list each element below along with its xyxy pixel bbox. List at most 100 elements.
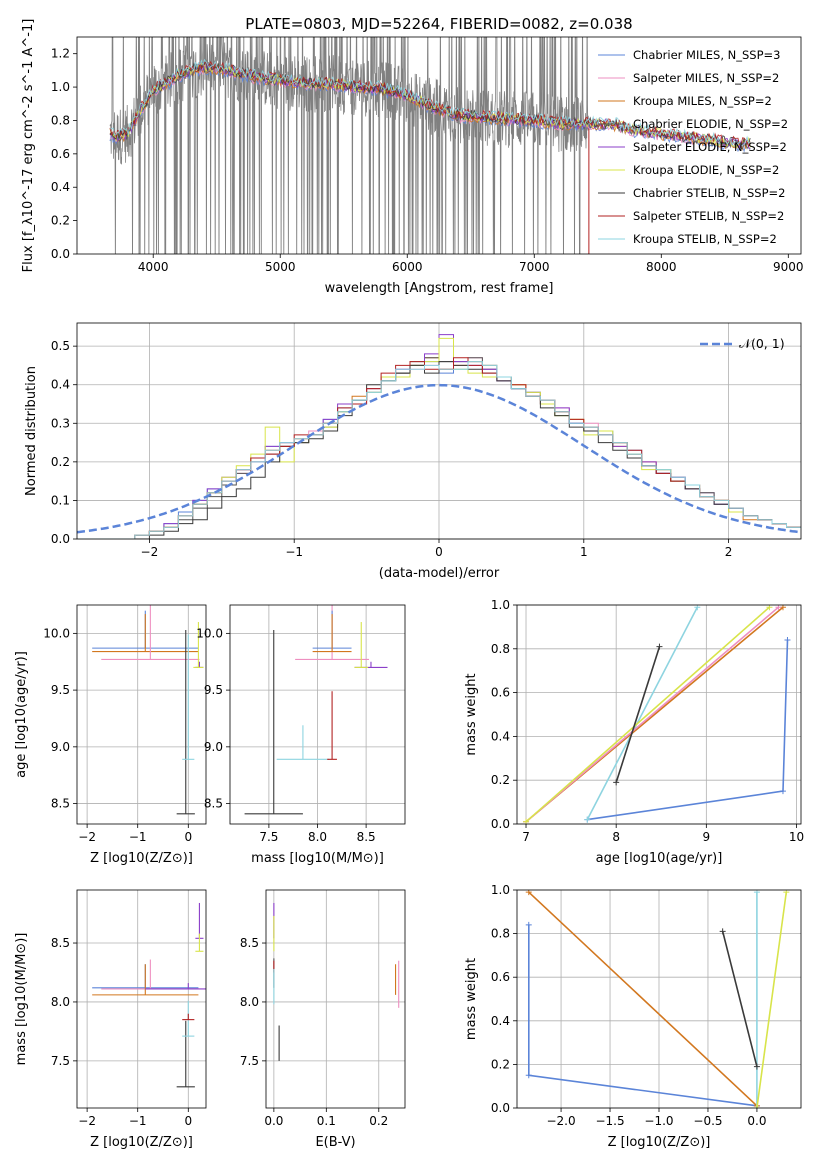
- y-tick-label: 0.8: [51, 113, 70, 127]
- y-tick-label: 10.0: [196, 626, 223, 640]
- x-tick-label: 0.1: [317, 1114, 336, 1128]
- legend-label: Salpeter MILES, N_SSP=2: [633, 71, 779, 85]
- axes-frame: [76, 36, 802, 255]
- axes-frame: [265, 889, 406, 1109]
- weight-line: [525, 606, 780, 823]
- y-tick-label: 0.4: [491, 729, 510, 743]
- x-tick-label: 8.0: [308, 830, 327, 844]
- x-tick-label: 5000: [265, 260, 296, 274]
- y-tick-label: 0.4: [51, 378, 70, 392]
- x-tick-label: 8: [612, 830, 620, 844]
- axes-frame: [76, 322, 802, 540]
- axes-frame: [516, 889, 802, 1109]
- y-tick-label: 8.5: [51, 797, 70, 811]
- x-tick-label: 7.5: [259, 830, 278, 844]
- y-tick-label: 0.2: [51, 214, 70, 228]
- x-tick-label: 0.0: [264, 1114, 283, 1128]
- plot-area: [525, 890, 790, 1108]
- x-axis-label: wavelength [Angstrom, rest frame]: [325, 281, 554, 296]
- figure-title: PLATE=0803, MJD=52264, FIBERID=0082, z=0…: [245, 15, 632, 33]
- weight-vs-age-panel: 7 8 9 10 0.0 0.2 0.4 0.6 0.8 1.0 age [log10(age/yr…: [464, 598, 804, 866]
- weight-marker: [525, 921, 532, 928]
- weight-line: [525, 606, 770, 823]
- spectrum-data-line: [109, 37, 589, 254]
- y-tick-label: 0.0: [51, 247, 70, 261]
- x-tick-label: −2: [78, 1114, 96, 1128]
- y-tick-label: 0.6: [491, 970, 510, 984]
- x-tick-label: 0.2: [369, 1114, 388, 1128]
- y-tick-label: 9.5: [51, 683, 70, 697]
- plot-area: [523, 605, 791, 824]
- x-axis-label: Z [log10(Z/Z⊙)]: [90, 1135, 193, 1150]
- y-tick-label: 0.5: [51, 339, 70, 353]
- weight-marker: [753, 1063, 760, 1070]
- y-tick-label: 0.3: [51, 416, 70, 430]
- legend-label: Kroupa ELODIE, N_SSP=2: [633, 163, 779, 177]
- x-tick-label: 1: [580, 545, 588, 559]
- y-tick-label: 0.8: [491, 927, 510, 941]
- y-tick-label: 7.5: [240, 1054, 259, 1068]
- plot-area: [273, 902, 400, 1061]
- y-tick-label: 9.5: [204, 683, 223, 697]
- legend-label: Kroupa MILES, N_SSP=2: [633, 94, 772, 108]
- legend-label: 𝒩(0, 1): [739, 336, 785, 351]
- legend-label: Chabrier ELODIE, N_SSP=2: [633, 117, 788, 131]
- y-tick-label: 1.0: [491, 598, 510, 612]
- x-tick-label: 7000: [519, 260, 550, 274]
- x-axis-label: Z [log10(Z/Z⊙)]: [90, 851, 193, 866]
- weight-marker: [525, 1072, 532, 1079]
- x-tick-label: −1.0: [644, 1114, 673, 1128]
- y-axis-label: mass weight: [464, 673, 479, 755]
- x-tick-label: 4000: [138, 260, 169, 274]
- y-tick-label: 8.0: [240, 995, 259, 1009]
- x-tick-label: −2: [141, 545, 159, 559]
- y-tick-label: 0.4: [491, 1014, 510, 1028]
- x-tick-label: −1.5: [595, 1114, 624, 1128]
- legend-label: Salpeter ELODIE, N_SSP=2: [633, 140, 787, 154]
- axes-frame: [516, 604, 802, 825]
- x-tick-label: −1: [129, 830, 147, 844]
- gaussian-curve: [77, 383, 799, 534]
- x-tick-label: 0.0: [747, 1114, 766, 1128]
- y-tick-label: 9.0: [51, 740, 70, 754]
- x-axis-label: mass [log10(M/M⊙)]: [251, 851, 384, 866]
- weight-marker: [656, 643, 663, 650]
- weight-line: [586, 606, 699, 820]
- y-tick-label: 1.0: [51, 80, 70, 94]
- weight-vs-Z-panel: −2.0 −1.5 −1.0 −0.5 0.0 0.0 0.2 0.4 0.6 0.8 1.0 Z […: [464, 883, 802, 1150]
- x-axis-label: Z [log10(Z/Z⊙)]: [608, 1135, 711, 1150]
- x-tick-label: 0: [184, 1114, 192, 1128]
- axes-frame: [229, 604, 406, 825]
- y-tick-label: 8.5: [51, 936, 70, 950]
- x-axis-label: (data-model)/error: [379, 566, 500, 581]
- x-tick-label: 0: [184, 830, 192, 844]
- weight-line: [528, 891, 758, 1107]
- x-tick-label: 9: [703, 830, 711, 844]
- mass-vs-ebv-panel: 0.0 0.1 0.2 7.5 8.0 8.5 E(B-V): [240, 889, 406, 1150]
- y-tick-label: 1.2: [51, 47, 70, 61]
- spectrum-model-line: [109, 58, 751, 147]
- weight-marker: [613, 779, 620, 786]
- y-axis-label: Normed distribution: [24, 366, 39, 496]
- x-tick-label: 7: [522, 830, 530, 844]
- mass-vs-Z-panel: −2 −1 0 7.5 8.0 8.5 Z [log10(Z/Z⊙)] mass [log10…: [14, 889, 207, 1150]
- y-tick-label: 0.2: [51, 455, 70, 469]
- y-tick-label: 1.0: [491, 883, 510, 897]
- plot-area: [244, 605, 388, 815]
- x-tick-label: 2: [725, 545, 733, 559]
- y-tick-label: 0.2: [491, 1057, 510, 1071]
- age-vs-Z-panel: −2 −1 0 8.5 9.0 9.5 10.0 Z [log10(Z/Z⊙)] age [lo…: [14, 604, 207, 866]
- y-tick-label: 8.5: [204, 797, 223, 811]
- weight-line: [721, 931, 758, 1067]
- x-axis-label: E(B-V): [315, 1135, 355, 1150]
- weight-marker: [584, 816, 591, 823]
- y-tick-label: 8.0: [51, 995, 70, 1009]
- y-tick-label: 9.0: [204, 740, 223, 754]
- weight-marker: [784, 637, 791, 644]
- spectrum-legend: Chabrier MILES, N_SSP=3 Salpeter MILES, N…: [598, 48, 788, 246]
- spectrum-plot-area: [109, 37, 751, 254]
- y-tick-label: 0.1: [51, 493, 70, 507]
- weight-line: [756, 892, 788, 1108]
- x-tick-label: 6000: [392, 260, 423, 274]
- x-tick-label: 9000: [773, 260, 804, 274]
